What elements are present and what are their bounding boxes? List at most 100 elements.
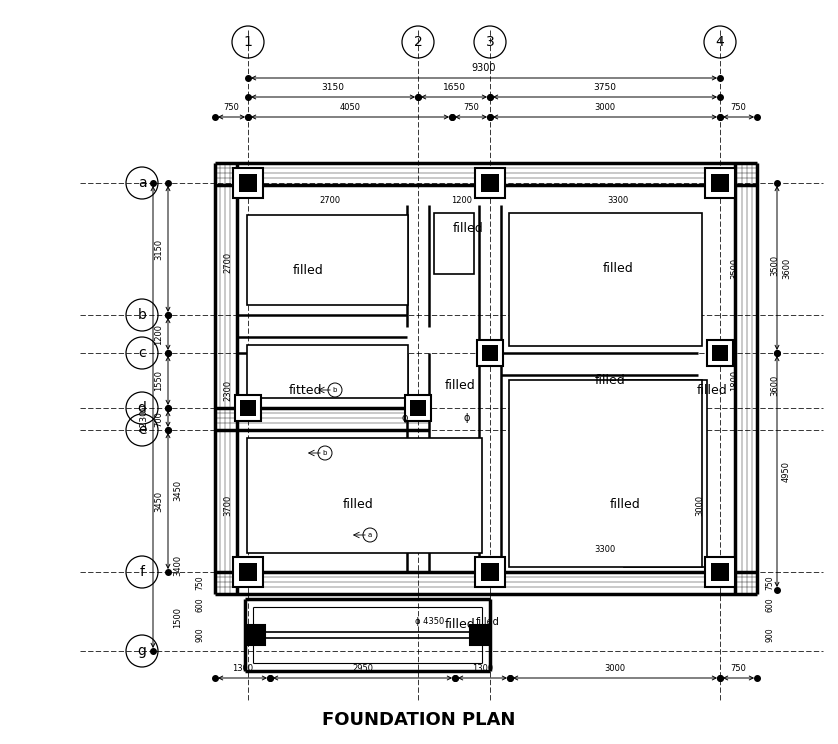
Text: 12300: 12300 [139,403,148,432]
Bar [239,563,257,581]
Bar [481,563,499,581]
Bar [475,557,505,587]
Text: 1800: 1800 [731,370,739,391]
Text: 3400: 3400 [173,554,183,576]
Text: 1200: 1200 [154,324,163,344]
Bar [233,168,263,198]
Text: 3700: 3700 [224,494,232,516]
Text: b: b [137,308,147,322]
Bar [247,438,482,553]
Text: 3750: 3750 [593,83,617,92]
Text: 1: 1 [244,35,252,49]
Bar [707,340,733,366]
Text: ϕ: ϕ [401,413,408,423]
Text: filled: filled [603,261,634,275]
Text: 4: 4 [716,35,724,49]
Text: filled: filled [292,263,323,277]
Text: b: b [323,450,327,456]
Text: g: g [137,644,147,658]
Text: 3150: 3150 [322,83,344,92]
Text: 3450: 3450 [154,490,163,512]
Text: 2300: 2300 [224,379,232,400]
Text: 3000: 3000 [696,495,705,516]
Text: 900: 900 [765,628,774,642]
Text: 2: 2 [414,35,422,49]
Bar [233,557,263,587]
Text: 750: 750 [731,103,747,112]
Text: 900: 900 [195,628,204,642]
Text: filled: filled [696,383,727,397]
Text: 2700: 2700 [224,251,232,272]
Text: fitted: fitted [288,383,322,397]
Text: 1200: 1200 [452,196,473,205]
Text: 700: 700 [154,411,163,427]
Bar [247,215,408,305]
Bar [624,380,707,567]
Text: 1300: 1300 [472,664,493,673]
Bar [247,625,265,645]
Text: 3500: 3500 [770,254,779,275]
Text: 9300: 9300 [472,63,496,73]
Bar [235,395,261,421]
Text: 600: 600 [765,597,774,612]
Text: 3: 3 [486,35,494,49]
Text: 1300: 1300 [232,664,253,673]
Text: 3450: 3450 [173,479,183,501]
Bar [240,400,256,416]
Text: filled: filled [595,373,625,386]
Text: 3000: 3000 [594,103,616,112]
Text: 2950: 2950 [352,664,373,673]
Text: 750: 750 [195,576,204,590]
Text: 3300: 3300 [594,545,616,554]
Text: 4050: 4050 [339,103,360,112]
Bar [247,345,408,398]
Text: d: d [137,401,147,415]
Bar [410,400,426,416]
Bar [239,174,257,192]
Bar [482,345,498,361]
Text: f: f [139,565,144,579]
Text: filled: filled [343,498,374,512]
Bar [711,563,729,581]
Text: ϕ 4350: ϕ 4350 [416,618,445,626]
Text: 3300: 3300 [608,196,628,205]
Text: b: b [333,387,337,393]
Bar [434,213,474,274]
Text: 3600: 3600 [782,257,791,278]
Bar [705,168,735,198]
Text: filled: filled [609,498,640,512]
Text: c: c [138,346,146,360]
Text: filled: filled [453,222,484,234]
Bar [477,340,503,366]
Text: filled: filled [445,379,475,391]
Text: 1650: 1650 [442,83,465,92]
Text: FOUNDATION PLAN: FOUNDATION PLAN [323,711,515,729]
Text: 600: 600 [195,597,204,612]
Bar [712,345,728,361]
Text: 3600: 3600 [770,374,779,396]
Text: a: a [137,176,147,190]
Bar [475,168,505,198]
Text: ϕ: ϕ [463,413,470,423]
Text: 2700: 2700 [319,196,340,205]
Text: filled: filled [445,618,475,632]
Text: 1550: 1550 [154,370,163,391]
Text: a: a [368,532,372,538]
Bar [481,174,499,192]
Text: e: e [137,423,147,437]
Bar [509,380,702,567]
Text: filled: filled [476,617,500,627]
Text: 3150: 3150 [154,238,163,260]
Text: 750: 750 [731,664,747,673]
Bar [509,213,702,346]
Text: 750: 750 [765,576,774,590]
Text: 3500: 3500 [731,257,739,278]
Text: 1500: 1500 [173,606,183,627]
Bar [470,625,488,645]
Text: 750: 750 [463,103,479,112]
Bar [711,174,729,192]
Bar [705,557,735,587]
Text: 750: 750 [224,103,240,112]
Text: 3000: 3000 [604,664,625,673]
Bar [405,395,431,421]
